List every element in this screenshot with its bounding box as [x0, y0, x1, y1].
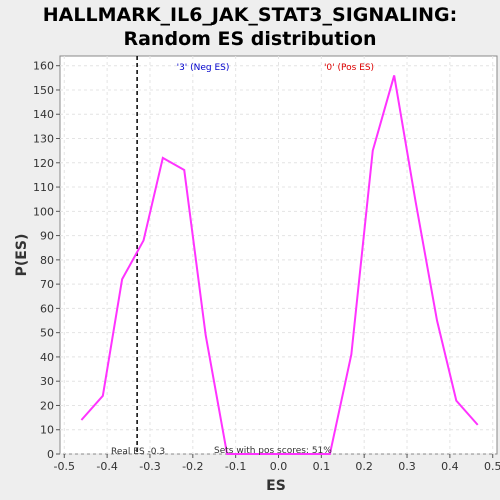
- x-tick-label: 0.2: [355, 460, 373, 473]
- grid: [60, 56, 497, 455]
- y-tick-label: 140: [33, 108, 54, 121]
- y-tick-label: 130: [33, 133, 54, 146]
- y-tick-label: 20: [40, 399, 54, 412]
- y-axis-label: P(ES): [14, 234, 30, 277]
- chart-title-line1: HALLMARK_IL6_JAK_STAT3_SIGNALING:: [43, 4, 457, 26]
- neg-es-label: '3' (Neg ES): [177, 63, 230, 73]
- y-axis-ticks: 0 10 20 30 40 50 60 70 80 90 100 110 120 130 140 150 160: [33, 60, 60, 461]
- y-tick-label: 30: [40, 375, 54, 388]
- x-tick-label: 0.0: [270, 460, 288, 473]
- x-tick-label: -0.2: [182, 460, 203, 473]
- x-tick-label: -0.3: [139, 460, 160, 473]
- series-points: [81, 75, 478, 455]
- x-axis-ticks: -0.5 -0.4 -0.3 -0.2 -0.1 0.0 0.1 0.2 0.3 0.4 0.5: [54, 454, 500, 473]
- x-tick-label: -0.4: [96, 460, 117, 473]
- x-tick-label: 0.1: [313, 460, 331, 473]
- y-tick-label: 40: [40, 351, 54, 364]
- y-tick-label: 50: [40, 327, 54, 340]
- pos-es-label: '0' (Pos ES): [324, 63, 374, 73]
- y-tick-label: 160: [33, 60, 54, 73]
- x-axis-label: ES: [266, 478, 286, 494]
- pos-scores-label: Sets with pos scores: 51%: [214, 446, 332, 456]
- y-tick-label: 90: [40, 230, 54, 243]
- y-tick-label: 110: [33, 181, 54, 194]
- chart-title-line2: Random ES distribution: [123, 28, 376, 50]
- x-tick-label: 0.4: [441, 460, 459, 473]
- y-tick-label: 10: [40, 424, 54, 437]
- y-tick-label: 80: [40, 254, 54, 267]
- y-tick-label: 100: [33, 205, 54, 218]
- real-es-label: Real ES -0.3: [111, 447, 165, 457]
- y-tick-label: 150: [33, 84, 54, 97]
- x-tick-label: -0.1: [225, 460, 246, 473]
- x-tick-label: 0.3: [398, 460, 416, 473]
- y-tick-label: 70: [40, 278, 54, 291]
- y-tick-label: 0: [47, 448, 54, 461]
- series-line: [80, 75, 479, 455]
- y-tick-label: 120: [33, 157, 54, 170]
- y-tick-label: 60: [40, 302, 54, 315]
- x-tick-label: -0.5: [54, 460, 75, 473]
- x-tick-label: 0.5: [484, 460, 500, 473]
